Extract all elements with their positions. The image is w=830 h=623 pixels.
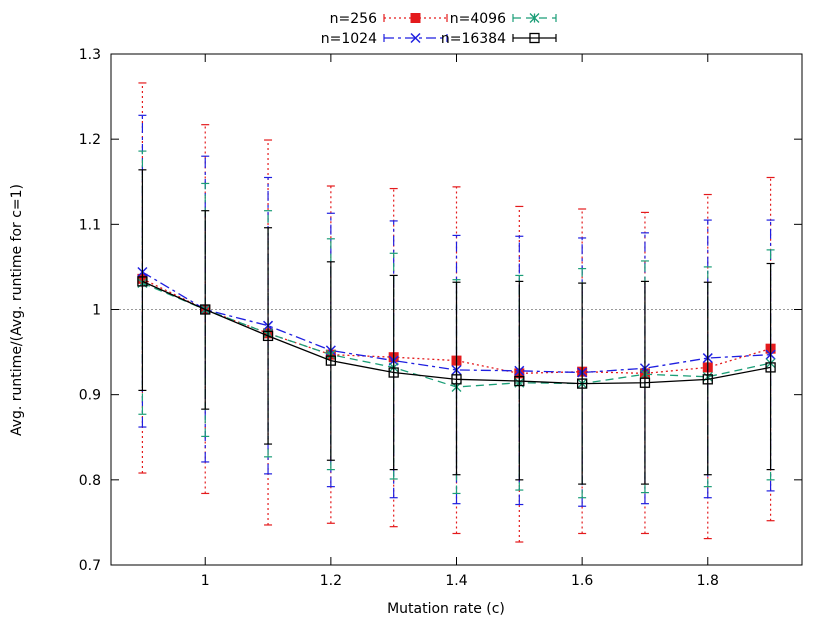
legend-marker-shape — [410, 32, 421, 44]
data-point — [325, 355, 337, 366]
data-point — [200, 304, 211, 315]
data-point-shape — [514, 375, 525, 387]
series-n-16384 — [137, 169, 776, 485]
data-point — [514, 375, 525, 387]
data-point — [137, 276, 148, 287]
x-tick-label: 1.8 — [697, 573, 719, 589]
legend-label: n=4096 — [450, 11, 506, 27]
y-tick-label: 0.9 — [79, 388, 101, 404]
series-layer — [137, 82, 776, 543]
data-point — [702, 374, 713, 385]
data-point — [451, 374, 462, 385]
legend-marker-shape — [529, 32, 540, 44]
data-point — [639, 377, 651, 388]
data-point — [388, 367, 399, 378]
legend-label: n=256 — [330, 11, 377, 27]
data-point-shape — [325, 355, 337, 366]
legend: n=256 n=1024 n=4096 n=16384 — [321, 11, 557, 47]
data-point-shape — [262, 330, 274, 342]
legend-marker-shape — [529, 13, 540, 23]
x-tick-label: 1.2 — [320, 573, 342, 589]
legend-entry-n-256: n=256 — [330, 11, 448, 27]
series-line — [142, 278, 771, 375]
y-tick-label: 1 — [92, 303, 101, 319]
data-point-shape — [576, 378, 588, 389]
data-point-shape — [137, 276, 148, 287]
y-tick-label: 1.1 — [79, 217, 101, 233]
data-point-shape — [765, 362, 776, 373]
data-point — [262, 330, 274, 342]
axis-layer: 0.7 0.8 0.9 1 1.1 1.2 1.3 1 1.2 1.4 1.6 1.8 — [79, 47, 802, 589]
y-tick-label: 1.2 — [79, 132, 101, 148]
y-tick-label: 0.7 — [79, 558, 101, 574]
data-point-shape — [451, 374, 462, 385]
legend-label: n=1024 — [321, 31, 377, 47]
y-tick-label: 1.3 — [79, 47, 101, 63]
data-point-shape — [200, 304, 211, 315]
x-tick-label: 1 — [201, 573, 210, 589]
legend-entry-n-16384: n=16384 — [441, 31, 557, 47]
y-tick-label: 0.8 — [79, 473, 101, 489]
data-point — [765, 362, 776, 373]
y-axis-label: Avg. runtime/(Avg. runtime for c=1) — [9, 184, 25, 436]
legend-marker-shape — [410, 13, 421, 23]
legend-marker — [410, 32, 421, 44]
legend-label: n=16384 — [441, 31, 506, 47]
series-line — [142, 280, 771, 385]
x-tick-label: 1.6 — [571, 573, 593, 589]
legend-entry-n-4096: n=4096 — [450, 11, 557, 27]
legend-marker — [410, 13, 421, 23]
legend-marker — [529, 13, 540, 23]
data-point-shape — [702, 374, 713, 385]
legend-entry-n-1024: n=1024 — [321, 31, 448, 47]
data-point-shape — [388, 367, 399, 378]
x-axis-label: Mutation rate (c) — [387, 601, 505, 617]
legend-marker — [529, 32, 540, 44]
data-point-shape — [639, 377, 651, 388]
data-point — [576, 378, 588, 389]
x-tick-label: 1.4 — [445, 573, 467, 589]
